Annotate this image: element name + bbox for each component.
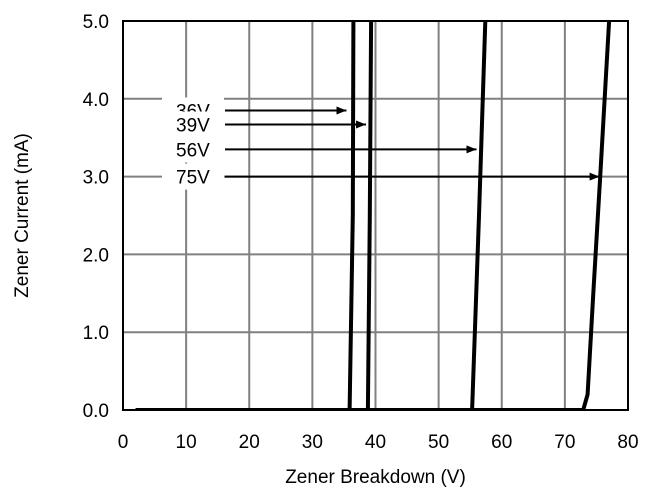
plot-area-frame — [122, 20, 629, 411]
annotation-bg — [162, 136, 224, 163]
grid — [123, 21, 628, 410]
x-tick-label: 20 — [239, 432, 260, 453]
series-line-75V — [135, 21, 612, 410]
x-tick-label: 50 — [428, 432, 449, 453]
annotation-bg — [162, 163, 224, 190]
y-tick-label: 5.0 — [83, 12, 109, 33]
y-tick-label: 2.0 — [83, 245, 109, 266]
series-line-39V — [135, 21, 374, 410]
annotation-bg — [162, 111, 224, 138]
annotation-label-75V: 75V — [176, 168, 210, 189]
x-tick-label: 40 — [365, 432, 386, 453]
annotation-label-56V: 56V — [176, 140, 210, 161]
y-tick-labels: 0.0 1.0 2.0 3.0 4.0 5.0 — [83, 12, 109, 422]
x-tick-label: 10 — [176, 432, 197, 453]
x-tick-label: 60 — [491, 432, 512, 453]
series-line-36V — [135, 21, 356, 410]
x-tick-label: 80 — [617, 432, 638, 453]
x-axis-label: Zener Breakdown (V) — [285, 467, 466, 488]
x-tick-label: 0 — [118, 432, 129, 453]
series-line-56V — [135, 21, 488, 410]
series-layer — [135, 21, 612, 410]
annotation-label-39V: 39V — [176, 115, 210, 136]
y-tick-label: 0.0 — [83, 401, 109, 422]
x-tick-label: 30 — [302, 432, 323, 453]
y-tick-label: 3.0 — [83, 168, 109, 189]
x-tick-labels: 0 10 20 30 40 50 60 70 80 — [118, 432, 639, 453]
x-tick-label: 70 — [554, 432, 575, 453]
y-axis-label: Zener Current (mA) — [12, 133, 33, 298]
y-tick-label: 4.0 — [83, 90, 109, 111]
annotations: 36V39V56V75V — [162, 97, 600, 190]
y-tick-label: 1.0 — [83, 323, 109, 344]
